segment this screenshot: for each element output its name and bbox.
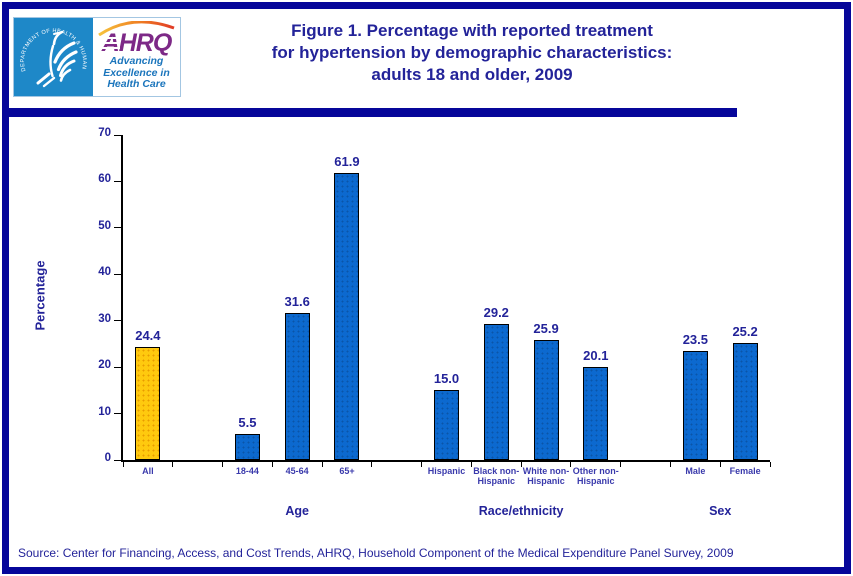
x-axis [121,460,770,462]
bar-category-label: Black non- Hispanic [469,466,523,486]
bar-value-label: 29.2 [483,305,509,320]
bar-category-label-line: 65+ [339,466,355,476]
x-tick [769,462,771,467]
bar-category-label-line: All [142,466,154,476]
bar-category-label-line: Male [685,466,706,476]
bar-category-label: 18-44 [220,466,274,476]
y-tick-label: 40 [98,266,111,279]
x-tick [719,462,721,467]
group-label: Age [285,504,309,518]
bar-category-label-line: 18-44 [235,466,259,476]
x-tick [222,462,224,467]
x-tick [470,462,472,467]
figure-title: Figure 1. Percentage with reported treat… [178,20,766,86]
bar-all [135,347,161,460]
bar-male [682,351,708,460]
bar-category-label: Other non- Hispanic [569,466,623,486]
bar-hispanic [434,390,459,460]
y-tick [114,366,121,368]
y-axis-label: Percentage [32,260,48,331]
bar-value-label: 15.0 [433,371,460,386]
y-tick-label: 0 [104,452,111,464]
y-tick [114,413,121,415]
figure-title-line: adults 18 and older, 2009 [371,65,573,84]
bar-category-label-line: Female [729,466,761,476]
bar-category-label-line: Other non- [572,466,619,476]
x-tick [421,462,423,467]
ahrq-wordmark: AHRQ Advancing Excellence in Health Care [93,18,180,96]
y-tick [114,134,121,136]
bar-value-label: 25.2 [732,324,758,339]
ahrq-arc-icon [98,21,175,36]
bar-female [732,343,758,460]
x-tick [172,462,174,467]
figure-title-line: Figure 1. Percentage with reported treat… [291,21,653,40]
bar-category-label-line: Hispanic [477,476,516,486]
tagline-line: Excellence in [103,66,170,79]
x-tick [620,462,622,467]
bar-65plus [334,173,360,460]
bar-category-label-line: White non- [522,466,570,476]
x-tick [570,462,572,467]
bar-category-label: Hispanic [420,466,474,476]
y-axis [121,135,123,462]
bar-18-44 [234,434,260,460]
header-divider [2,108,737,117]
bar-category-label-line: 45-64 [285,466,309,476]
bar-category-label: White non- Hispanic [519,466,573,486]
source-note: Source: Center for Financing, Access, an… [18,546,734,560]
bar-category-label: 45-64 [270,466,324,476]
y-tick-label: 70 [98,127,111,139]
hhs-seal-icon: DEPARTMENT OF HEALTH & HUMAN SERVICES • … [12,14,93,96]
tagline-line: Health Care [107,78,166,90]
bar-value-label: 23.5 [682,332,708,347]
tagline-line: Advancing [109,55,164,67]
ahrq-tagline: Advancing Excellence in Health Care [93,55,180,91]
x-tick [271,462,273,467]
bar-value-label: 24.4 [135,328,161,343]
bar-category-label-line: Hispanic [427,466,466,476]
y-tick [114,180,121,182]
bar-other-non-hispanic [583,367,609,460]
x-tick [122,462,124,467]
x-tick [520,462,522,467]
y-tick-label: 50 [98,219,111,232]
ahrq-acronym: AHRQ [100,29,172,57]
x-tick [669,462,671,467]
y-tick-label: 30 [98,312,111,325]
y-tick [114,459,121,461]
bar-black-non-hispanic [483,324,509,460]
bar-category-label: Male [668,466,722,476]
bar-value-label: 61.9 [334,154,360,169]
y-tick [114,227,121,229]
y-tick-label: 20 [98,359,111,372]
ahrq-speedlines-icon [100,34,120,51]
hhs-eagle-icon: DEPARTMENT OF HEALTH & HUMAN SERVICES • … [12,14,87,88]
bar-category-label: Female [718,466,772,476]
bar-value-label: 25.9 [533,321,559,336]
figure-title-line: for hypertension by demographic characte… [271,43,673,62]
bar-category-label: 65+ [320,466,374,476]
bar-category-label-line: Hispanic [577,476,615,486]
bar-45-64 [284,313,310,460]
bar-category-label: All [121,466,175,476]
y-tick [114,273,121,275]
bar-category-label-line: Black non- [473,466,520,476]
bar-value-label: 5.5 [238,415,257,430]
x-tick [321,462,323,467]
bar-value-label: 20.1 [583,348,609,363]
y-tick-label: 60 [98,173,111,186]
bar-value-label: 31.6 [284,294,310,309]
x-tick [371,462,373,467]
y-tick [114,320,121,322]
group-label: Race/ethnicity [478,504,564,518]
bar-white-non-hispanic [533,340,559,460]
y-tick-label: 10 [98,405,111,418]
bar-category-label-line: Hispanic [527,476,565,486]
ahrq-logo: DEPARTMENT OF HEALTH & HUMAN SERVICES • … [12,14,181,97]
group-label: Sex [709,504,732,518]
